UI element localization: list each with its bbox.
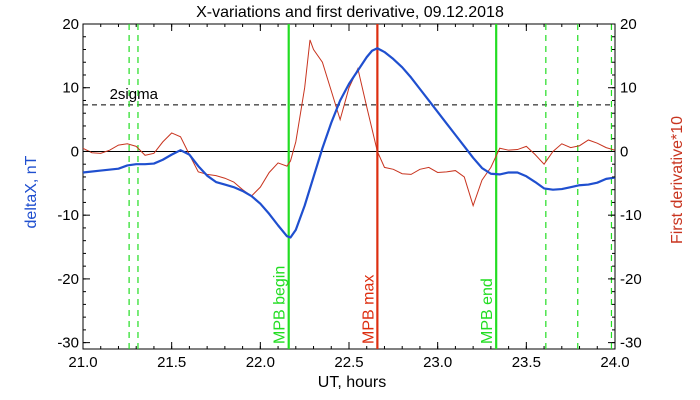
x-tick-label-6: 24.0 [600,354,629,371]
sigma-label: 2sigma [110,86,159,103]
chart-title: X-variations and first derivative, 09.12… [196,4,504,21]
y-tick-label-right-3: -10 [620,207,642,224]
y-tick-label-right-0: 20 [620,16,637,33]
y-tick-label-right-1: 10 [620,80,637,97]
y-tick-label-left-3: -10 [57,207,79,224]
y-tick-label-left-5: -30 [57,335,79,352]
event-marker-label-0: MPB begin [272,266,289,344]
y-axis-left-label: deltaX, nT [23,155,40,228]
x-tick-label-3: 22.5 [334,354,363,371]
plot-frame [82,23,616,350]
x-tick-label-4: 23.0 [423,354,452,371]
y-tick-label-right-4: -20 [620,271,642,288]
series-deltax-line [82,47,616,239]
y-tick-label-left-1: 10 [62,80,79,97]
y-tick-label-right-5: -30 [620,335,642,352]
y-tick-label-left-4: -20 [57,271,79,288]
x-tick-label-2: 22.0 [246,354,275,371]
x-tick-label-5: 23.5 [512,354,541,371]
y-tick-label-left-0: 20 [62,16,79,33]
x-axis-label: UT, hours [318,374,386,391]
series-derivative-line [82,39,616,208]
y-tick-label-right-2: 0 [620,143,628,160]
x-tick-label-0: 21.0 [68,354,97,371]
event-marker-label-2: MPB end [479,278,496,344]
y-axis-right-label: First derivative*10 [669,116,686,244]
event-marker-label-1: MPB max [360,275,377,344]
x-tick-label-1: 21.5 [157,354,186,371]
plot-layer: 2sigma MPB begin MPB max MPB end 21.0 21.5 22.… [57,16,641,371]
y-tick-label-left-2: 0 [71,143,79,160]
